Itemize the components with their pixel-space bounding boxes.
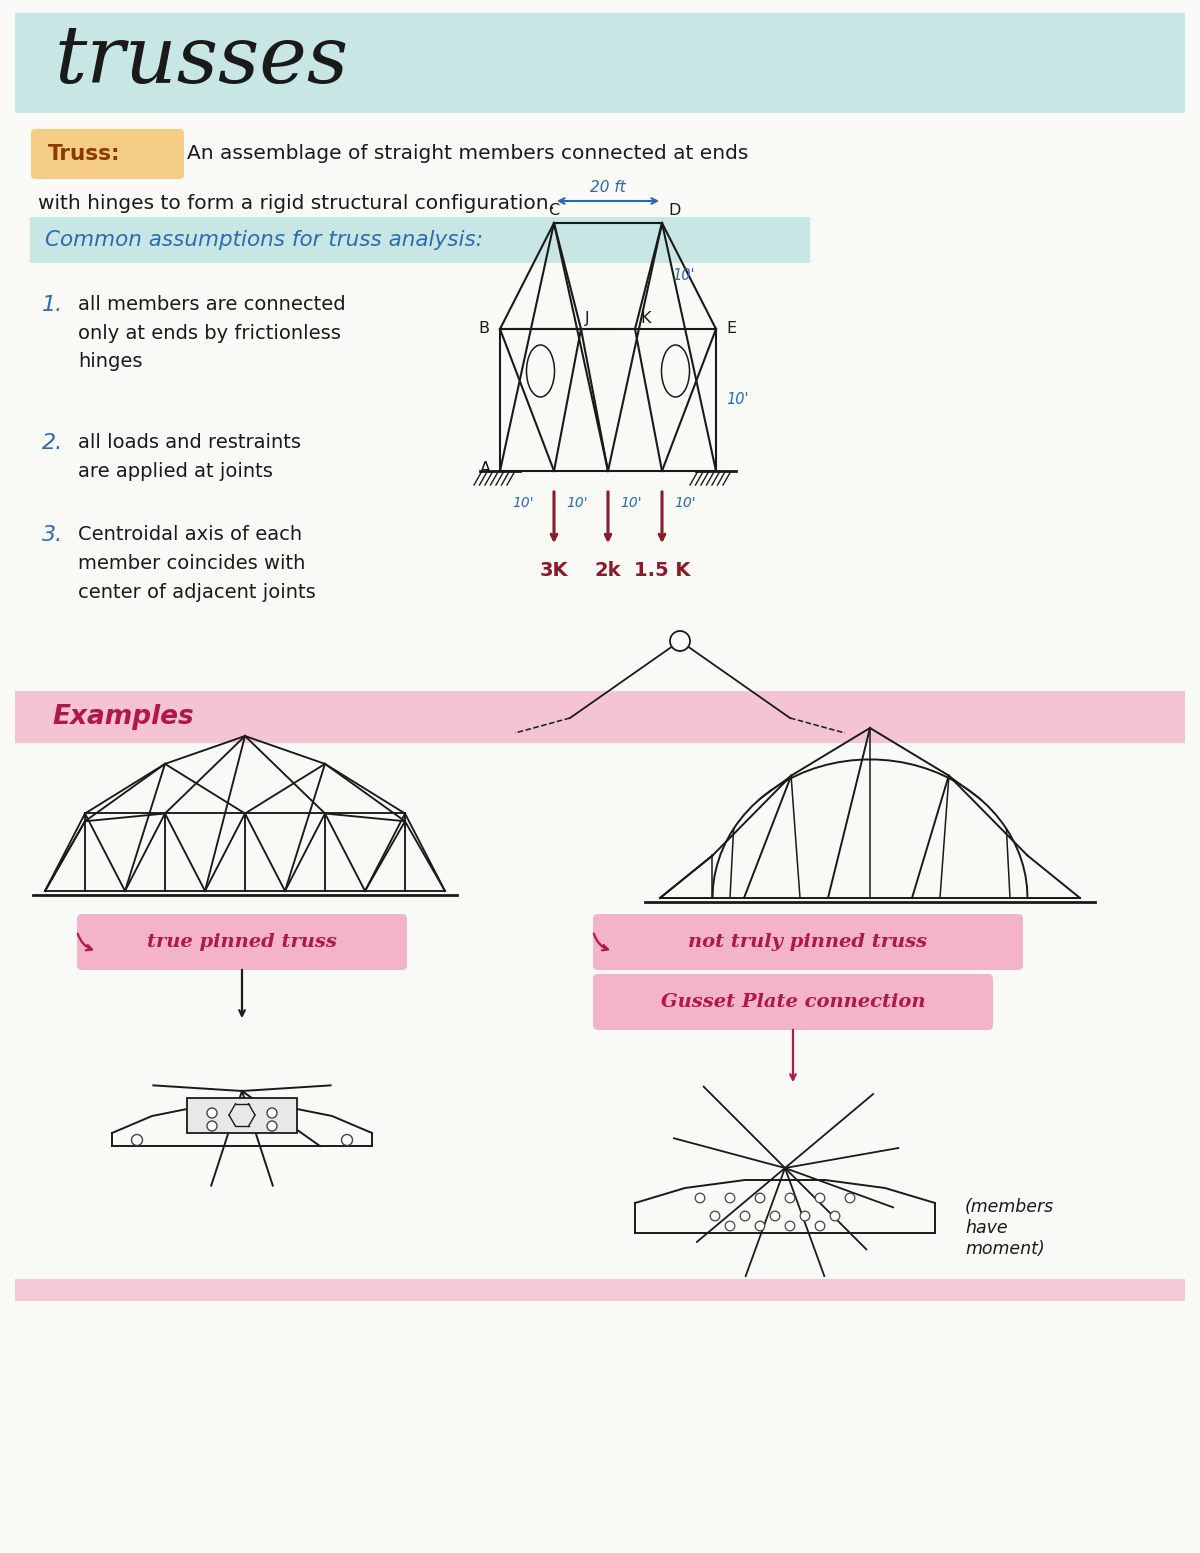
Text: K: K: [640, 312, 650, 326]
Text: all members are connected
only at ends by frictionless
hinges: all members are connected only at ends b…: [78, 295, 346, 371]
Text: Examples: Examples: [52, 704, 193, 730]
Circle shape: [670, 631, 690, 651]
Text: Centroidal axis of each
member coincides with
center of adjacent joints: Centroidal axis of each member coincides…: [78, 525, 316, 601]
Circle shape: [770, 1211, 780, 1221]
Text: 1.: 1.: [42, 295, 64, 315]
Text: 20 ft: 20 ft: [590, 180, 626, 196]
Circle shape: [710, 1211, 720, 1221]
FancyBboxPatch shape: [14, 691, 1186, 742]
Text: 2k: 2k: [595, 561, 622, 579]
Text: Gusset Plate connection: Gusset Plate connection: [661, 992, 925, 1011]
Circle shape: [815, 1221, 824, 1232]
FancyBboxPatch shape: [593, 915, 1022, 971]
Text: C: C: [548, 203, 559, 219]
Circle shape: [342, 1135, 353, 1146]
Circle shape: [785, 1221, 794, 1232]
Circle shape: [755, 1221, 764, 1232]
Text: with hinges to form a rigid structural configuration.: with hinges to form a rigid structural c…: [38, 194, 554, 213]
Text: not truly pinned truss: not truly pinned truss: [689, 933, 928, 950]
Text: 3K: 3K: [540, 561, 569, 579]
Circle shape: [755, 1193, 764, 1204]
Text: Truss:: Truss:: [48, 144, 120, 165]
Text: 10': 10': [672, 269, 695, 284]
Text: 1.5 K: 1.5 K: [634, 561, 690, 579]
FancyBboxPatch shape: [14, 12, 1186, 113]
Text: Common assumptions for truss analysis:: Common assumptions for truss analysis:: [46, 230, 482, 250]
FancyBboxPatch shape: [77, 915, 407, 971]
Text: (members
have
moment): (members have moment): [965, 1197, 1054, 1258]
Text: 2.: 2.: [42, 433, 64, 453]
FancyBboxPatch shape: [593, 974, 994, 1030]
Text: D: D: [668, 203, 680, 219]
Text: An assemblage of straight members connected at ends: An assemblage of straight members connec…: [187, 144, 749, 163]
Text: 3.: 3.: [42, 525, 64, 545]
Text: J: J: [586, 312, 589, 326]
Text: 10': 10': [512, 495, 534, 509]
Circle shape: [800, 1211, 810, 1221]
Circle shape: [208, 1121, 217, 1131]
Circle shape: [815, 1193, 824, 1204]
Circle shape: [132, 1135, 143, 1146]
Text: 10': 10': [674, 495, 696, 509]
Circle shape: [725, 1193, 734, 1204]
Text: E: E: [726, 321, 736, 337]
Circle shape: [740, 1211, 750, 1221]
Circle shape: [830, 1211, 840, 1221]
Text: 10': 10': [620, 495, 642, 509]
Circle shape: [695, 1193, 704, 1204]
FancyBboxPatch shape: [14, 1280, 1186, 1301]
Text: B: B: [478, 321, 490, 337]
FancyBboxPatch shape: [30, 217, 810, 262]
Circle shape: [266, 1107, 277, 1118]
Text: 10': 10': [566, 495, 588, 509]
FancyBboxPatch shape: [187, 1098, 298, 1134]
Text: trusses: trusses: [55, 22, 349, 99]
Circle shape: [785, 1193, 794, 1204]
Circle shape: [266, 1121, 277, 1131]
Text: all loads and restraints
are applied at joints: all loads and restraints are applied at …: [78, 433, 301, 481]
Text: 10': 10': [726, 393, 749, 407]
Text: true pinned truss: true pinned truss: [148, 933, 337, 950]
Circle shape: [845, 1193, 854, 1204]
FancyBboxPatch shape: [31, 129, 184, 179]
Text: A: A: [480, 461, 491, 477]
Circle shape: [208, 1107, 217, 1118]
Circle shape: [725, 1221, 734, 1232]
